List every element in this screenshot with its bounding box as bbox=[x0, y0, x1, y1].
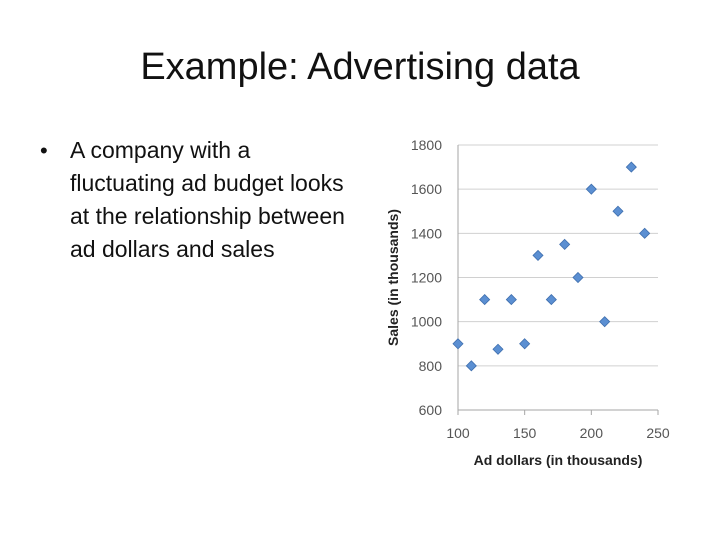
data-points bbox=[452, 161, 651, 372]
scatter-chart: 600 800 1000 1200 1400 1600 1800 100 150 200 250 A… bbox=[378, 125, 678, 470]
y-axis-title: Sales (in thousands) bbox=[385, 209, 401, 346]
y-tick-label: 800 bbox=[419, 358, 443, 374]
y-tick-label: 1600 bbox=[411, 181, 442, 197]
data-point bbox=[599, 316, 611, 328]
data-point bbox=[612, 205, 624, 217]
y-tick-label: 1000 bbox=[411, 314, 442, 330]
y-tick-label: 1200 bbox=[411, 270, 442, 286]
y-tick-label: 1400 bbox=[411, 225, 442, 241]
data-point bbox=[572, 271, 584, 284]
bullet-item: • A company with a fluctuating ad budget… bbox=[40, 134, 360, 266]
slide-title: Example: Advertising data bbox=[140, 46, 580, 88]
data-point bbox=[479, 294, 491, 306]
tick-labels: 600 800 1000 1200 1400 1600 1800 100 150 200 250 bbox=[411, 137, 670, 441]
bullet-text: A company with a fluctuating ad budget l… bbox=[70, 137, 345, 262]
data-point bbox=[625, 161, 637, 173]
data-point bbox=[639, 227, 651, 239]
data-point bbox=[505, 294, 517, 306]
bullet-marker: • bbox=[40, 138, 48, 163]
axes bbox=[457, 145, 659, 415]
data-point bbox=[519, 338, 531, 350]
data-point bbox=[559, 238, 571, 250]
x-tick-label: 100 bbox=[446, 425, 470, 441]
x-tick-label: 150 bbox=[513, 425, 537, 441]
x-tick-label: 250 bbox=[646, 425, 670, 441]
data-point bbox=[465, 360, 477, 372]
x-tick-label: 200 bbox=[580, 425, 604, 441]
data-point bbox=[545, 294, 557, 306]
data-point bbox=[532, 249, 544, 261]
y-tick-label: 600 bbox=[419, 402, 443, 418]
x-axis-title: Ad dollars (in thousands) bbox=[474, 452, 643, 468]
chart-canvas: 600 800 1000 1200 1400 1600 1800 100 150 200 250 A… bbox=[385, 137, 670, 468]
data-point bbox=[585, 183, 597, 195]
y-tick-label: 1800 bbox=[411, 137, 442, 153]
gridlines bbox=[458, 144, 658, 367]
bullet-list: • A company with a fluctuating ad budget… bbox=[40, 134, 360, 266]
data-point bbox=[452, 338, 464, 350]
data-point bbox=[492, 343, 504, 355]
